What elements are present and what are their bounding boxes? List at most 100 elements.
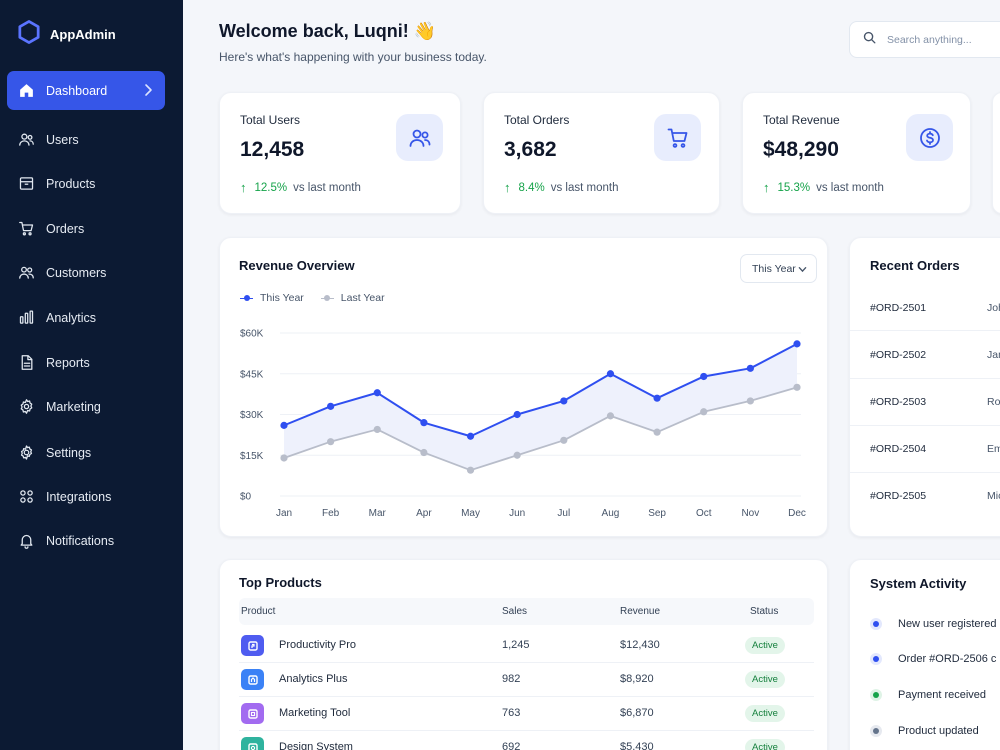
data-point-this-year bbox=[420, 419, 428, 427]
sidebar-item-integrations[interactable]: Integrations bbox=[7, 477, 165, 516]
order-row[interactable]: #ORD-2503 Robert bbox=[850, 379, 1000, 426]
stat-trend: ↑ 8.4% vs last month bbox=[504, 180, 618, 195]
bell-icon bbox=[17, 532, 35, 550]
stat-card-orders: Total Orders 3,682 ↑ 8.4% vs last month bbox=[483, 92, 720, 214]
sidebar-item-label: Integrations bbox=[46, 489, 112, 504]
status-badge: Active bbox=[745, 739, 785, 750]
product-sales: 1,245 bbox=[502, 639, 530, 651]
data-point-last-year bbox=[560, 436, 568, 444]
sidebar-item-label: Users bbox=[46, 132, 79, 147]
hexagon-logo-icon bbox=[18, 19, 40, 49]
arrow-up-icon: ↑ bbox=[240, 180, 247, 195]
order-id: #ORD-2502 bbox=[870, 349, 927, 361]
trend-note: vs last month bbox=[816, 181, 884, 194]
page-title: Welcome back, Luqni! 👋 bbox=[219, 21, 437, 41]
y-tick-label: $60K bbox=[240, 329, 264, 340]
sidebar-item-products[interactable]: Products bbox=[7, 164, 165, 203]
stat-value: 12,458 bbox=[240, 138, 305, 161]
order-row[interactable]: #ORD-2501 John bbox=[850, 284, 1000, 331]
box-icon bbox=[17, 175, 35, 193]
sidebar-item-notifications[interactable]: Notifications bbox=[7, 521, 165, 560]
table-row[interactable]: Productivity Pro 1,245 $12,430 Active bbox=[239, 629, 814, 663]
table-row[interactable]: Design System 692 $5,430 Active bbox=[239, 731, 814, 750]
column-header-sales[interactable]: Sales bbox=[502, 606, 528, 617]
column-header-status[interactable]: Status bbox=[750, 606, 779, 617]
order-id: #ORD-2505 bbox=[870, 490, 927, 502]
sidebar-item-orders[interactable]: Orders bbox=[7, 209, 165, 248]
page-subtitle: Here's what's happening with your busine… bbox=[219, 50, 487, 64]
stat-value: 3,682 bbox=[504, 138, 557, 161]
product-sales: 692 bbox=[502, 741, 521, 750]
column-header-revenue[interactable]: Revenue bbox=[620, 606, 661, 617]
data-point-this-year bbox=[373, 389, 381, 397]
order-row[interactable]: #ORD-2502 Jane bbox=[850, 332, 1000, 379]
chevron-right-icon bbox=[145, 84, 152, 96]
product-name: Productivity Pro bbox=[279, 639, 357, 651]
stat-card-users: Total Users 12,458 ↑ 12.5% vs last month bbox=[219, 92, 461, 214]
legend-swatch bbox=[240, 294, 253, 302]
activity-item[interactable]: Product updated bbox=[870, 725, 979, 737]
legend-item-last-year[interactable]: Last Year bbox=[320, 292, 385, 304]
revenue-overview-card: Revenue Overview This Year This Year Las… bbox=[219, 237, 828, 537]
sidebar-item-dashboard[interactable]: Dashboard bbox=[7, 71, 165, 110]
product-name: Marketing Tool bbox=[279, 707, 351, 719]
design-icon bbox=[241, 737, 264, 750]
table-row[interactable]: Analytics Plus 982 $8,920 Active bbox=[239, 663, 814, 697]
app-name: AppAdmin bbox=[50, 26, 116, 42]
sidebar-item-analytics[interactable]: Analytics bbox=[7, 298, 165, 337]
data-point-this-year bbox=[793, 340, 801, 348]
y-tick-label: $45K bbox=[240, 369, 264, 380]
series-line-last-year bbox=[283, 386, 798, 472]
activity-text: Payment received bbox=[898, 689, 987, 701]
table-row[interactable]: Marketing Tool 763 $6,870 Active bbox=[239, 697, 814, 731]
sidebar-item-customers[interactable]: Customers bbox=[7, 253, 165, 292]
sidebar: AppAdmin Dashboard Users Products bbox=[0, 0, 183, 750]
order-row[interactable]: #ORD-2504 Emma bbox=[850, 426, 1000, 473]
search-input[interactable] bbox=[887, 33, 1000, 46]
data-point-this-year bbox=[280, 421, 288, 429]
legend-swatch bbox=[320, 294, 334, 302]
activity-item[interactable]: Payment received bbox=[870, 689, 986, 701]
activity-item[interactable]: Order #ORD-2506 c bbox=[870, 653, 996, 665]
sidebar-item-label: Analytics bbox=[46, 310, 97, 325]
megaphone-icon bbox=[17, 398, 35, 416]
stat-label: Total Orders bbox=[504, 113, 570, 127]
card-title: Top Products bbox=[239, 575, 322, 590]
trend-percent: 15.3% bbox=[777, 181, 811, 194]
data-point-this-year bbox=[466, 432, 475, 440]
data-point-this-year bbox=[327, 402, 335, 410]
legend-item-this-year[interactable]: This Year bbox=[240, 292, 304, 304]
y-tick-label: $15K bbox=[240, 451, 264, 462]
product-sales: 763 bbox=[502, 707, 521, 719]
system-activity-card: System Activity New user registered Orde… bbox=[849, 559, 1000, 750]
x-tick-label: Apr bbox=[416, 508, 432, 519]
x-tick-label: May bbox=[461, 508, 480, 519]
series-line-this-year bbox=[283, 342, 798, 438]
order-customer: Emma bbox=[987, 443, 1000, 455]
order-id: #ORD-2503 bbox=[870, 396, 927, 408]
sidebar-item-reports[interactable]: Reports bbox=[7, 343, 165, 382]
order-row[interactable]: #ORD-2505 Michael bbox=[850, 473, 1000, 520]
data-point-last-year bbox=[327, 438, 335, 446]
status-badge: Active bbox=[745, 705, 785, 722]
order-customer: John bbox=[987, 302, 1000, 314]
chart-legend: This Year Last Year bbox=[240, 292, 402, 304]
period-select-value: This Year bbox=[752, 262, 796, 275]
sidebar-item-users[interactable]: Users bbox=[7, 120, 165, 159]
status-badge: Active bbox=[745, 671, 785, 688]
x-tick-label: Sep bbox=[648, 508, 666, 519]
data-point-last-year bbox=[653, 428, 661, 436]
product-sales: 982 bbox=[502, 673, 521, 685]
data-point-last-year bbox=[373, 425, 381, 434]
users-icon bbox=[396, 114, 443, 161]
series-band bbox=[284, 343, 797, 471]
activity-item[interactable]: New user registered bbox=[870, 618, 996, 630]
column-header-product[interactable]: Product bbox=[241, 606, 276, 617]
period-select[interactable]: This Year bbox=[740, 254, 817, 283]
x-tick-label: Aug bbox=[602, 508, 620, 519]
sidebar-item-marketing[interactable]: Marketing bbox=[7, 387, 165, 426]
customers-icon bbox=[17, 264, 35, 282]
search-box[interactable] bbox=[849, 21, 1000, 58]
sidebar-item-settings[interactable]: Settings bbox=[7, 433, 165, 472]
brand[interactable]: AppAdmin bbox=[18, 19, 116, 49]
